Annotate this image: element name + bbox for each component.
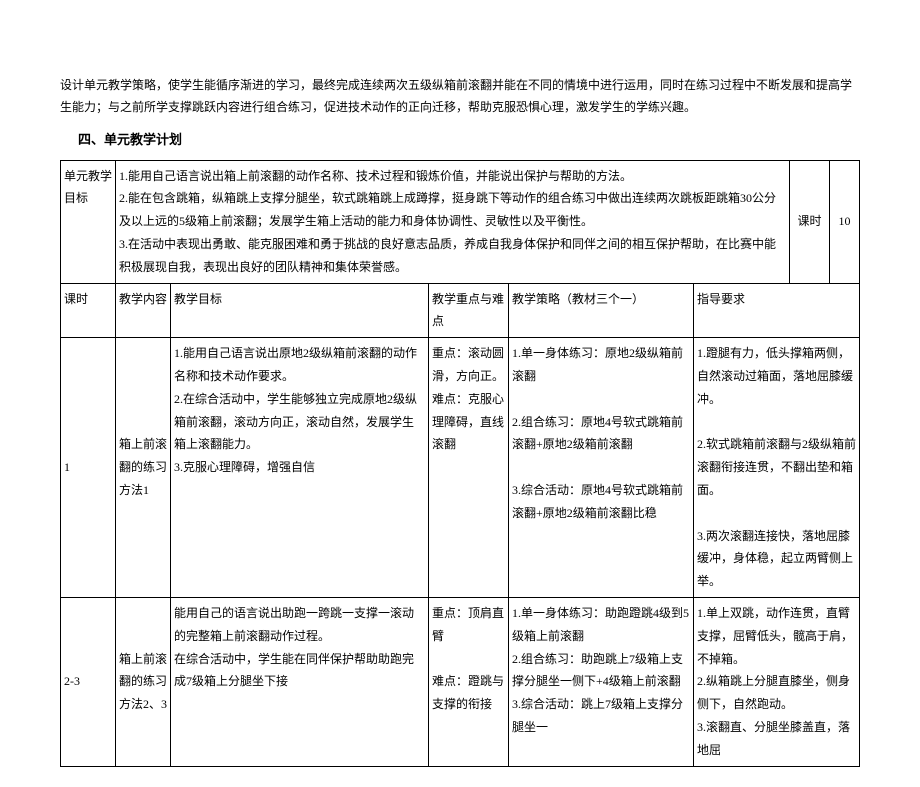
row2-guidance: 1.单上双跳，动作连贯，直臂支撑，屈臂低头，髋高于肩，不掉箱。 2.纵箱跳上分腿… xyxy=(694,597,860,766)
row2-content: 箱上前滚翻的练习方法2、3 xyxy=(116,597,171,766)
row2-focus: 重点：顶肩直臂 难点：蹬跳与支撑的衔接 xyxy=(429,597,509,766)
row1-goals: 1.能用自己语言说出原地2级纵箱前滚翻的动作名称和技术动作要求。 2.在综合活动… xyxy=(171,338,429,598)
header-guidance: 指导要求 xyxy=(694,283,860,338)
intro-line1: 设计单元教学策略，使学生能循序渐进的学习，最终完成连续两次五级纵箱前滚翻并能在不… xyxy=(60,78,852,92)
keshi-label: 课时 xyxy=(790,160,830,283)
header-focus: 教学重点与难点 xyxy=(429,283,509,338)
header-goals: 教学目标 xyxy=(171,283,429,338)
row1-focus: 重点：滚动圆滑，方向正。 难点：克服心理障碍，直线滚翻 xyxy=(429,338,509,598)
header-strategy: 教学策略（教材三个一） xyxy=(509,283,694,338)
teaching-plan-table: 单元教学目标 1.能用自己语言说出箱上前滚翻的动作名称、技术过程和锻炼价值，并能… xyxy=(60,160,860,767)
row2-strategy: 1.单一身体练习：助跑蹬跳4级到5级箱上前滚翻 2.组合练习：助跑跳上7级箱上支… xyxy=(509,597,694,766)
unit-goals-row: 单元教学目标 1.能用自己语言说出箱上前滚翻的动作名称、技术过程和锻炼价值，并能… xyxy=(61,160,860,283)
header-content: 教学内容 xyxy=(116,283,171,338)
row1-guidance: 1.蹬腿有力，低头撑箱两侧，自然滚动过箱面，落地屈膝缓冲。 2.软式跳箱前滚翻与… xyxy=(694,338,860,598)
intro-line2: 生能力；与之前所学支撑跳跃内容进行组合练习，促进技术动作的正向迁移，帮助克服恐惧… xyxy=(60,100,696,114)
row1-content: 箱上前滚翻的练习方法1 xyxy=(116,338,171,598)
keshi-value: 10 xyxy=(830,160,860,283)
header-keshi: 课时 xyxy=(61,283,116,338)
section-heading: 四、单元教学计划 xyxy=(78,128,860,151)
row2-goals: 能用自己的语言说出助跑一跨跳一支撑一滚动的完整箱上前滚翻动作过程。 在综合活动中… xyxy=(171,597,429,766)
table-row: 2-3 箱上前滚翻的练习方法2、3 能用自己的语言说出助跑一跨跳一支撑一滚动的完… xyxy=(61,597,860,766)
row1-strategy: 1.单一身体练习：原地2级纵箱前滚翻 2.组合练习：原地4号软式跳箱前滚翻+原地… xyxy=(509,338,694,598)
row1-keshi: 1 xyxy=(61,338,116,598)
unit-goals-text: 1.能用自己语言说出箱上前滚翻的动作名称、技术过程和锻炼价值，并能说出保护与帮助… xyxy=(116,160,790,283)
header-row: 课时 教学内容 教学目标 教学重点与难点 教学策略（教材三个一） 指导要求 xyxy=(61,283,860,338)
row2-keshi: 2-3 xyxy=(61,597,116,766)
unit-goals-label: 单元教学目标 xyxy=(61,160,116,283)
intro-paragraph: 设计单元教学策略，使学生能循序渐进的学习，最终完成连续两次五级纵箱前滚翻并能在不… xyxy=(60,75,860,118)
table-row: 1 箱上前滚翻的练习方法1 1.能用自己语言说出原地2级纵箱前滚翻的动作名称和技… xyxy=(61,338,860,598)
